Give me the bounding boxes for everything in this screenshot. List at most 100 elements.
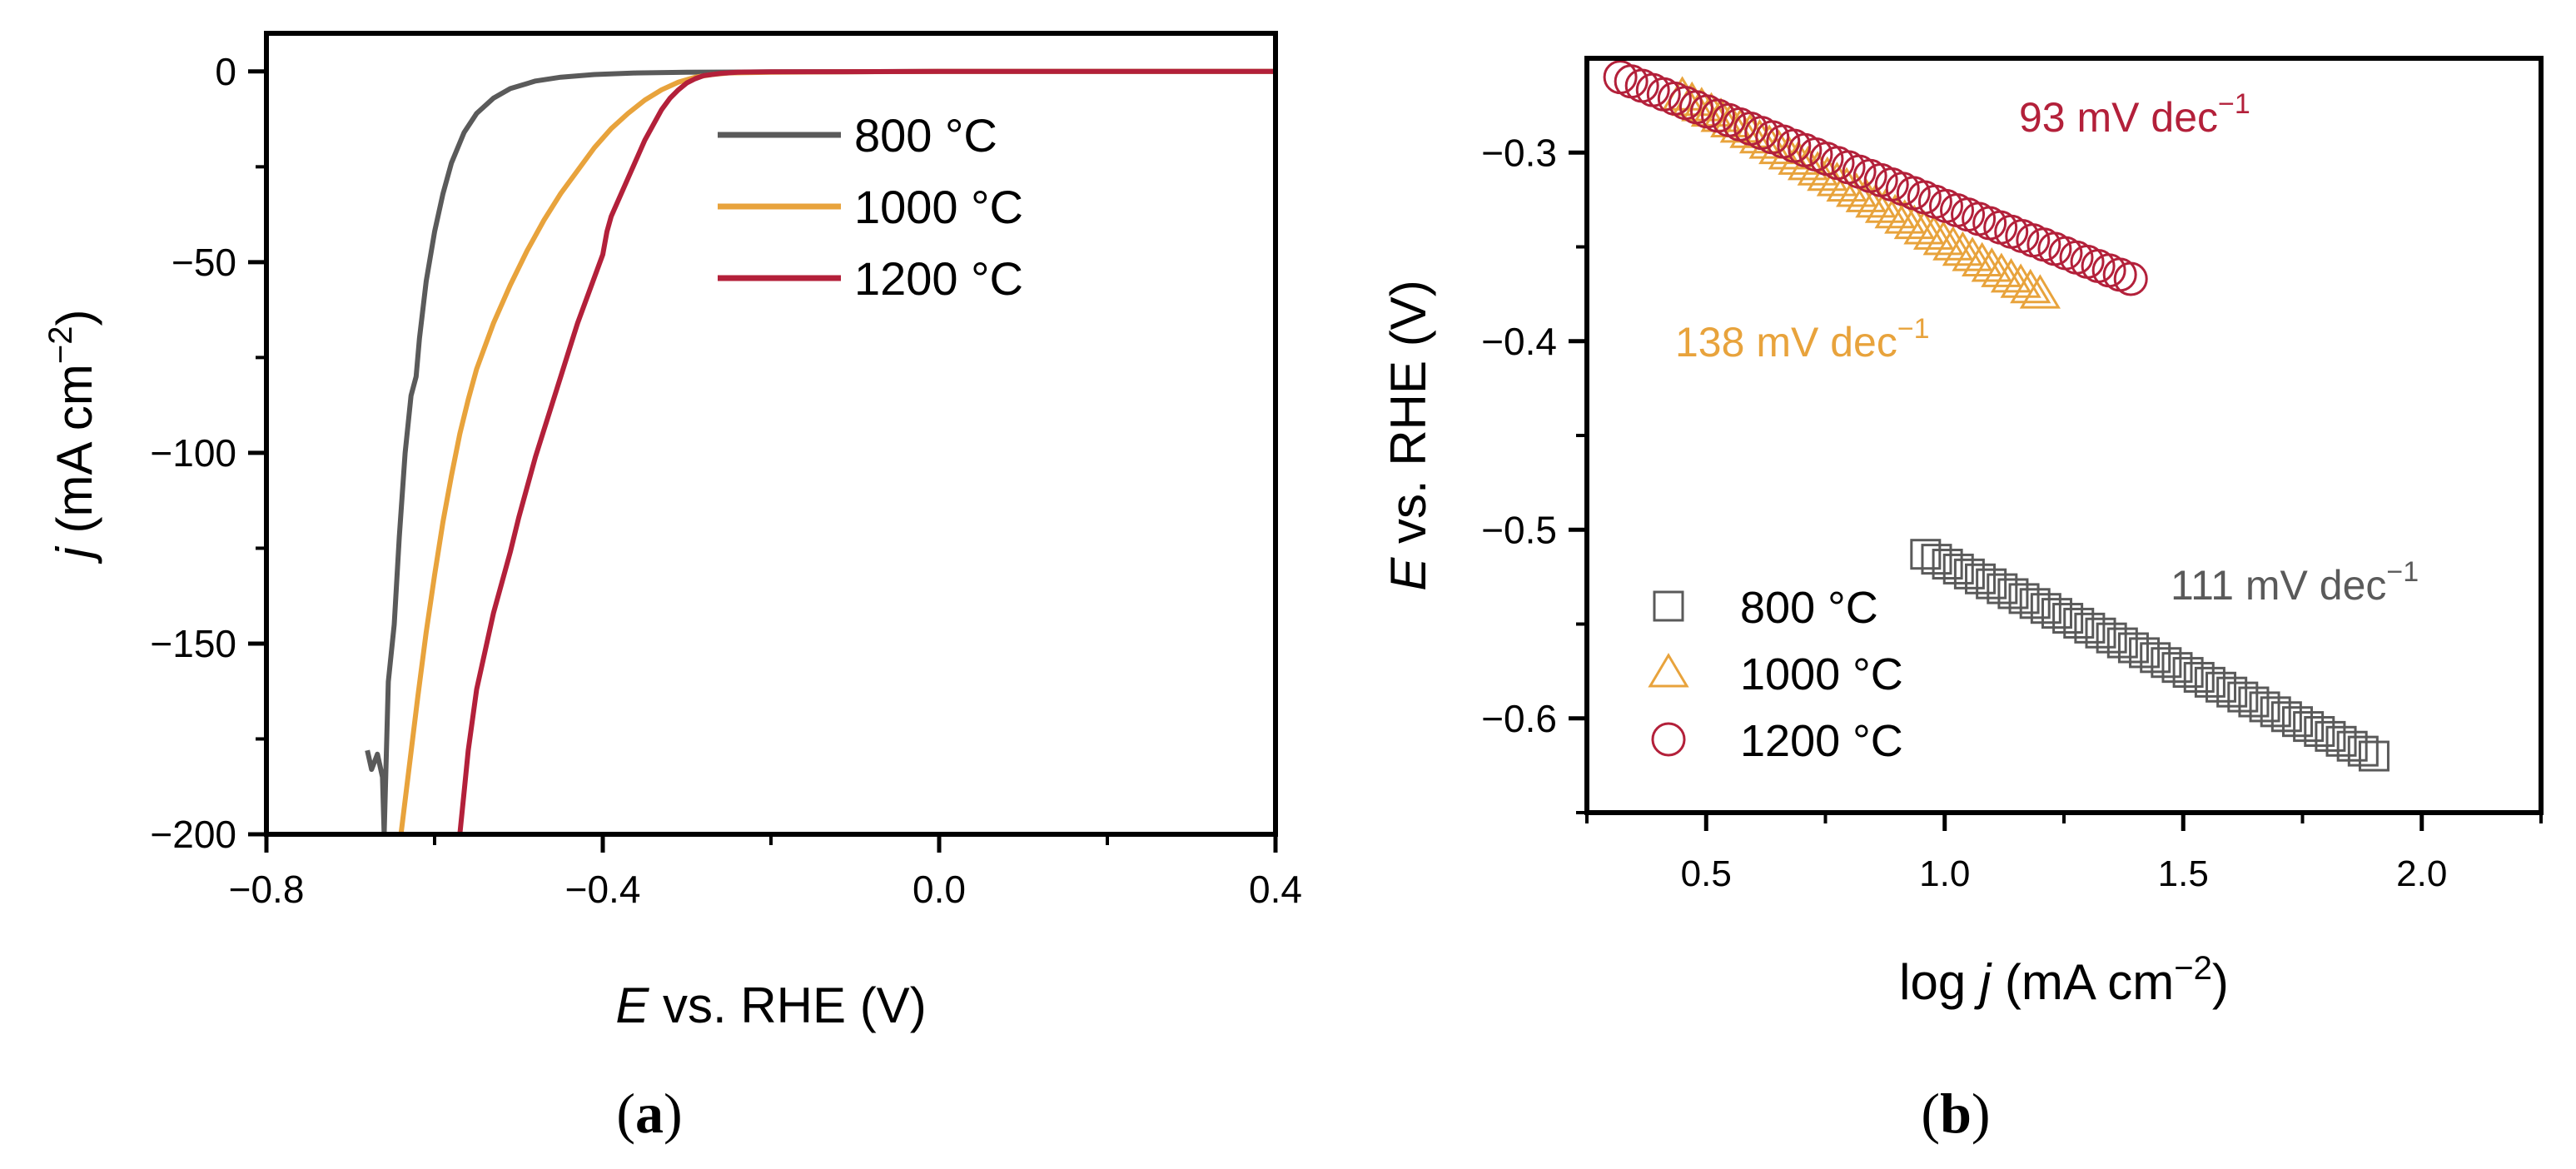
panel-b-point-800-c bbox=[2270, 701, 2302, 733]
panel-b-point-800-c bbox=[2216, 676, 2248, 708]
panel-b-point-800-c bbox=[2172, 657, 2204, 689]
panel-b-point-800-c bbox=[2281, 706, 2313, 738]
panel-b-point-800-c bbox=[2041, 598, 2072, 629]
panel-b-point-1000-c bbox=[2019, 274, 2061, 309]
panel-b-point-800-c bbox=[2074, 612, 2106, 644]
panel-b-legend-marker-1200-c bbox=[1651, 722, 1686, 757]
panel-b-point-800-c bbox=[2161, 652, 2193, 684]
panel-a-lsv-chart: −0.8 −0.4 0.0 0.4 0 −50 −100 −150 −200 800 °C 100… bbox=[42, 31, 1302, 1145]
panel-b-point-1000-c bbox=[1990, 257, 2032, 293]
panel-a-x-tick-label: 0.0 bbox=[913, 868, 966, 911]
panel-b-point-800-c bbox=[2008, 583, 2040, 614]
panel-b-slope-annotation-1200-c: 93 mV dec−1 bbox=[2019, 88, 2250, 141]
panel-b-y-tick-label: −0.3 bbox=[1481, 131, 1557, 174]
panel-b-point-800-c bbox=[2304, 715, 2335, 747]
panel-b-point-1000-c bbox=[1884, 199, 1926, 234]
panel-b-slope-annotation-1000-c: 138 mV dec−1 bbox=[1675, 313, 1930, 366]
panel-b-legend: 800 °C 1000 °C 1200 °C bbox=[1648, 583, 1903, 766]
panel-b-point-1000-c bbox=[1874, 193, 1916, 229]
panel-a-y-tick-label: −100 bbox=[150, 431, 236, 475]
panel-b-series-800-c bbox=[1910, 539, 2390, 772]
panel-b-point-800-c bbox=[2336, 730, 2368, 762]
panel-b-point-1000-c bbox=[1932, 226, 1974, 261]
panel-b-point-1000-c bbox=[1903, 210, 1945, 245]
panel-b-point-800-c bbox=[1921, 544, 1952, 575]
panel-a-curve-1200-c bbox=[457, 68, 1276, 835]
panel-b-point-1000-c bbox=[1952, 236, 1993, 271]
panel-b-point-1000-c bbox=[1807, 156, 1848, 192]
panel-b-x-tick-label: 1.5 bbox=[2158, 853, 2209, 894]
panel-a-label: (a) bbox=[616, 1082, 682, 1145]
panel-b-point-800-c bbox=[1910, 539, 1942, 570]
panel-a-y-tick-label: −200 bbox=[150, 813, 236, 856]
panel-a-y-axis-label: j (mA cm−2) bbox=[42, 310, 102, 565]
panel-b-y-tick-label: −0.4 bbox=[1481, 320, 1557, 363]
panel-b-slope-annotation-800-c: 111 mV dec−1 bbox=[2171, 556, 2419, 609]
panel-a-y-tick-label: −50 bbox=[172, 241, 236, 284]
panel-b-point-1000-c bbox=[1962, 241, 2003, 277]
panel-b-x-tick-label: 2.0 bbox=[2396, 853, 2447, 894]
panel-b-point-800-c bbox=[1987, 573, 2018, 604]
panel-b-point-800-c bbox=[2140, 642, 2171, 674]
panel-b-legend-marker-1000-c bbox=[1648, 653, 1689, 688]
panel-b-point-1000-c bbox=[2000, 263, 2041, 298]
panel-b-point-800-c bbox=[2293, 711, 2325, 743]
panel-b-tafel-chart: 0.5 1.0 1.5 2.0 −0.3 −0.4 −0.5 −0.6 800 °C 1000 … bbox=[1380, 56, 2544, 1145]
panel-b-point-800-c bbox=[2206, 671, 2237, 703]
panel-b-point-800-c bbox=[2117, 632, 2149, 664]
panel-b-point-1000-c bbox=[1855, 182, 1897, 218]
panel-b-point-1000-c bbox=[1922, 220, 1964, 256]
panel-b-x-tick-label: 0.5 bbox=[1681, 853, 1732, 894]
panel-b-point-800-c bbox=[1965, 563, 1997, 594]
panel-b-point-800-c bbox=[2325, 725, 2357, 757]
panel-b-point-1000-c bbox=[1893, 204, 1935, 240]
panel-b-point-800-c bbox=[2227, 681, 2259, 713]
panel-b-point-800-c bbox=[1932, 549, 1963, 580]
panel-b-point-800-c bbox=[2030, 593, 2061, 624]
panel-b-point-800-c bbox=[1976, 568, 2007, 599]
panel-b-point-1000-c bbox=[1912, 215, 1955, 250]
panel-a-legend-label-1000-c: 1000 °C bbox=[854, 181, 1023, 233]
panel-b-point-800-c bbox=[1942, 553, 1974, 584]
panel-b-legend-label-1200-c: 1200 °C bbox=[1740, 716, 1903, 766]
panel-b-point-800-c bbox=[2085, 617, 2116, 649]
panel-b-point-800-c bbox=[2129, 637, 2161, 669]
panel-b-x-tick-label: 1.0 bbox=[1919, 853, 1970, 894]
panel-b-y-axis-label: E vs. RHE (V) bbox=[1380, 280, 1436, 590]
panel-b-point-1000-c bbox=[1981, 252, 2022, 287]
panel-b-point-1000-c bbox=[1864, 188, 1907, 223]
panel-a-legend-label-1200-c: 1200 °C bbox=[854, 252, 1023, 305]
panel-b-point-800-c bbox=[2019, 588, 2051, 619]
panel-b-y-tick-label: −0.6 bbox=[1481, 697, 1557, 740]
panel-b-legend-marker-800-c bbox=[1653, 590, 1684, 622]
panel-b-label: (b) bbox=[1921, 1082, 1990, 1145]
panel-b-point-800-c bbox=[2194, 666, 2225, 698]
panel-a-legend-label-800-c: 800 °C bbox=[854, 109, 997, 162]
panel-b-y-tick-label: −0.5 bbox=[1481, 508, 1557, 551]
panel-b-legend-label-800-c: 800 °C bbox=[1740, 583, 1878, 633]
panel-b-point-800-c bbox=[1997, 578, 2029, 609]
panel-a-x-tick-label: −0.4 bbox=[565, 868, 641, 911]
panel-b-point-800-c bbox=[2238, 686, 2270, 718]
panel-b-point-800-c bbox=[2063, 607, 2095, 639]
panel-a-x-axis-label: E vs. RHE (V) bbox=[615, 977, 926, 1033]
panel-b-point-800-c bbox=[2347, 735, 2379, 767]
panel-b-point-1200-c bbox=[2113, 261, 2148, 296]
panel-b-point-1000-c bbox=[1778, 140, 1819, 175]
panel-b-point-800-c bbox=[2249, 691, 2280, 723]
panel-b-point-800-c bbox=[2096, 622, 2127, 654]
panel-a-x-tick-label: −0.8 bbox=[229, 868, 305, 911]
panel-b-point-800-c bbox=[2358, 740, 2390, 772]
panel-a-y-tick-label: 0 bbox=[215, 50, 236, 93]
panel-b-point-800-c bbox=[2106, 627, 2138, 659]
panel-b-point-1000-c bbox=[2010, 268, 2051, 304]
panel-a-x-tick-label: 0.4 bbox=[1249, 868, 1302, 911]
panel-a-y-tick-label: −150 bbox=[150, 622, 236, 665]
panel-b-point-800-c bbox=[2151, 647, 2182, 679]
panel-b-series-1200-c bbox=[1603, 60, 2148, 296]
panel-b-x-axis-label: log j (mA cm−2) bbox=[1899, 950, 2229, 1010]
panel-b-point-800-c bbox=[2315, 720, 2346, 752]
panel-b-point-800-c bbox=[1953, 558, 1985, 589]
panel-b-point-800-c bbox=[2260, 696, 2291, 728]
